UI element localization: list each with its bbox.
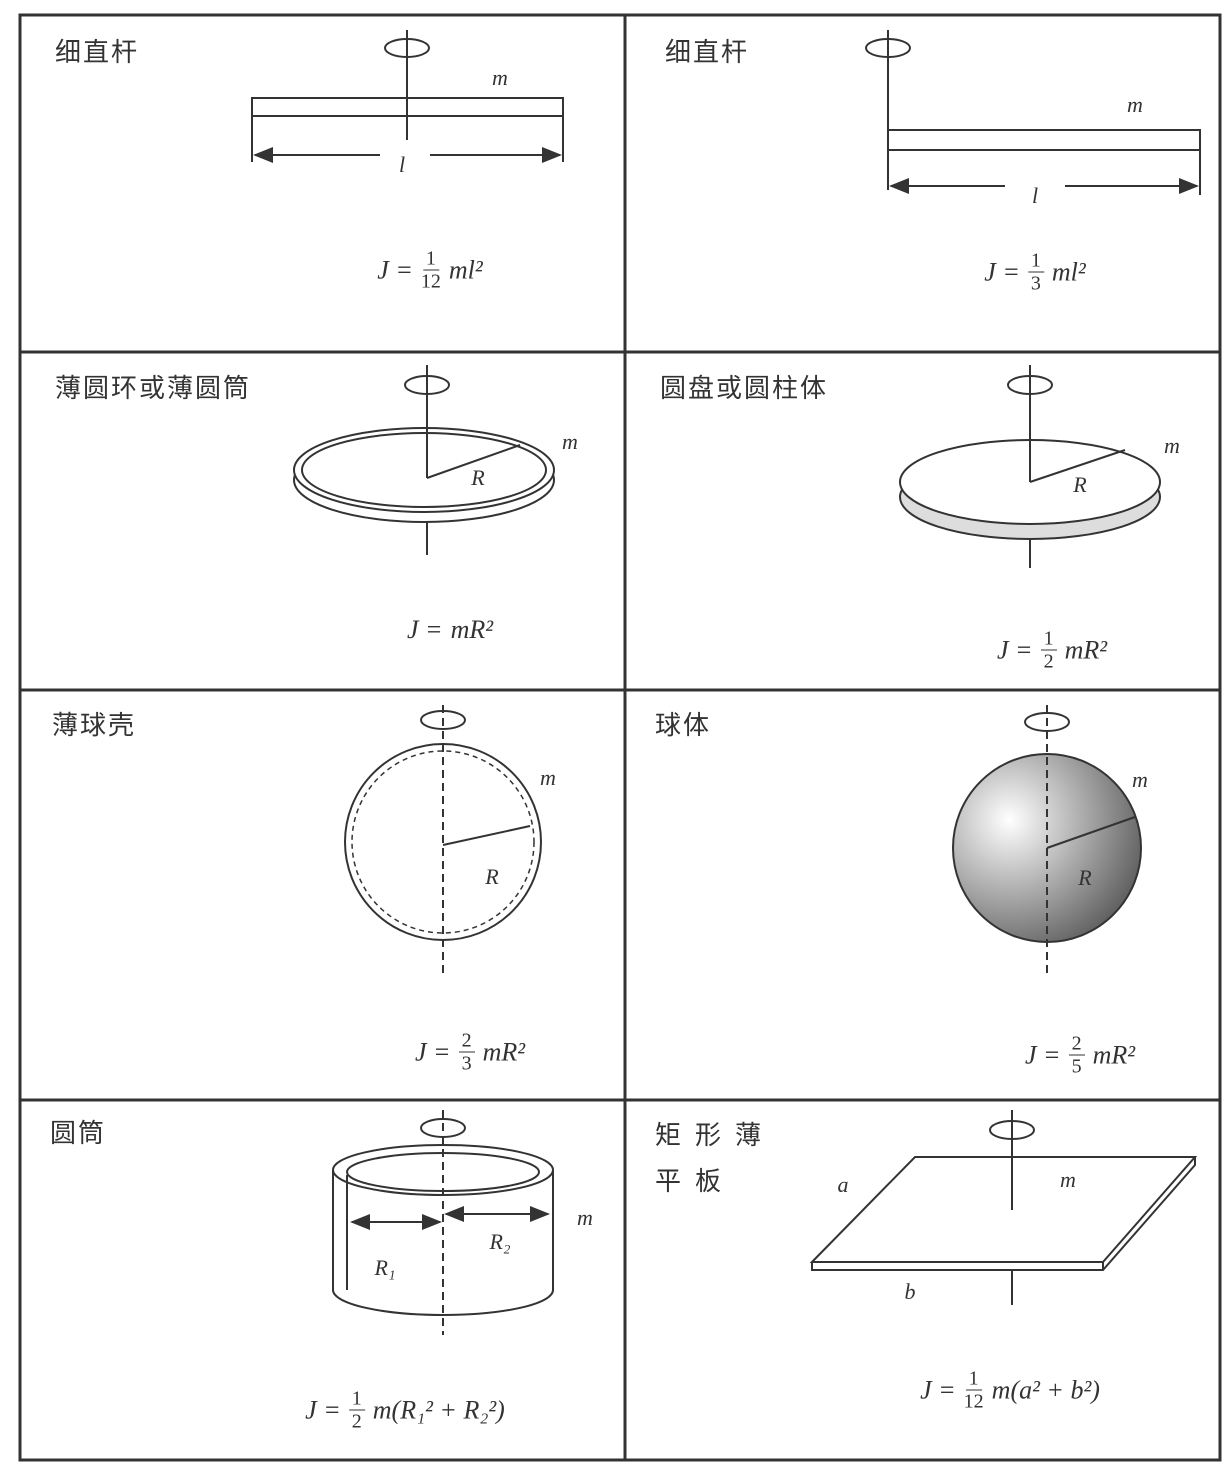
formula: J = 1 3 ml² (984, 250, 1085, 295)
cell-label: 球体 (655, 711, 712, 741)
formula-lhs: J = (920, 1375, 956, 1404)
formula-rhs: mR² (450, 615, 494, 644)
denominator: 3 (461, 1052, 472, 1075)
denominator: 2 (351, 1410, 362, 1433)
diagram-label: R (471, 465, 485, 490)
diagram-label: l (398, 152, 406, 177)
formula-rhs: mR² (1064, 635, 1108, 664)
cylinder (332, 1110, 554, 1335)
table-grid (18, 13, 1222, 1462)
diagram-label: m (1127, 92, 1143, 117)
formula: J = 1 12 ml² (377, 248, 482, 293)
thin-ring (293, 365, 555, 555)
denominator: 3 (1030, 272, 1041, 295)
diagram-label: m (492, 65, 508, 90)
numerator: 1 (422, 248, 439, 271)
numerator: 2 (458, 1030, 475, 1053)
diagram-label: m (577, 1205, 593, 1230)
formula-rhs: mR² (1092, 1040, 1136, 1069)
cell-label: 薄圆环或薄圆筒 (55, 374, 252, 404)
diagram-label: m (1060, 1167, 1076, 1192)
fraction: 1 12 (421, 248, 441, 293)
numerator: 1 (965, 1368, 982, 1391)
cell-label: 细直杆 (665, 38, 750, 68)
formula-lhs: J = (406, 615, 443, 644)
denominator: 12 (963, 1390, 984, 1413)
numerator: 1 (1040, 628, 1057, 651)
denominator: 12 (420, 270, 441, 293)
fraction: 1 12 (964, 1368, 984, 1413)
diagram-label: a (837, 1172, 849, 1197)
spherical-shell (344, 705, 542, 975)
rod-end (887, 30, 1201, 195)
cell-label: 圆盘或圆柱体 (660, 374, 829, 404)
formula-rhs: m(R₁² + R₂²) (372, 1395, 505, 1424)
cell-label: 矩形薄平板 (655, 1121, 776, 1197)
diagram-label: R (1078, 865, 1092, 890)
formula-rhs: ml² (448, 255, 483, 284)
formula-lhs: J = (996, 635, 1033, 664)
formula: J = 1 2 mR² (997, 628, 1107, 673)
diagram-label: R₁ (374, 1255, 396, 1280)
formula-lhs: J = (305, 1395, 341, 1424)
formula-lhs: J = (984, 257, 1020, 286)
formula: J = mR² (407, 615, 493, 645)
formula-rhs: m(a² + b²) (991, 1375, 1100, 1404)
formula-lhs: J = (377, 255, 413, 284)
disk (899, 365, 1161, 568)
solid-sphere (952, 705, 1142, 978)
diagram-label: l (1031, 183, 1039, 208)
formula: J = 1 12 m(a² + b²) (920, 1368, 1100, 1413)
diagram-label: R (1073, 472, 1087, 497)
numerator: 1 (1027, 250, 1044, 273)
diagram-label: m (1132, 767, 1148, 792)
cell-label: 薄球壳 (52, 711, 137, 741)
rod-center (251, 30, 564, 163)
rotation-symbols (384, 38, 1070, 1140)
formula-lhs: J = (1024, 1040, 1061, 1069)
formula-lhs: J = (414, 1037, 451, 1066)
formula: J = 2 3 mR² (415, 1030, 525, 1075)
diagram-label: b (904, 1279, 916, 1304)
numerator: 2 (1068, 1033, 1085, 1056)
formula: J = 1 2 m(R₁² + R₂²) (305, 1388, 505, 1433)
diagram-label: R (485, 864, 499, 889)
formula: J = 2 5 mR² (1025, 1033, 1135, 1078)
denominator: 2 (1043, 650, 1054, 673)
diagram-label: R₂ (489, 1229, 511, 1254)
cell-label: 圆筒 (50, 1119, 107, 1149)
formula-rhs: mR² (482, 1037, 526, 1066)
formula-rhs: ml² (1051, 257, 1086, 286)
denominator: 5 (1071, 1055, 1082, 1078)
numerator: 1 (348, 1388, 365, 1411)
diagram-label: m (1164, 433, 1180, 458)
plate (809, 1110, 1198, 1305)
diagram-label: m (562, 429, 578, 454)
cell-label: 细直杆 (55, 38, 140, 68)
diagram-label: m (540, 765, 556, 790)
